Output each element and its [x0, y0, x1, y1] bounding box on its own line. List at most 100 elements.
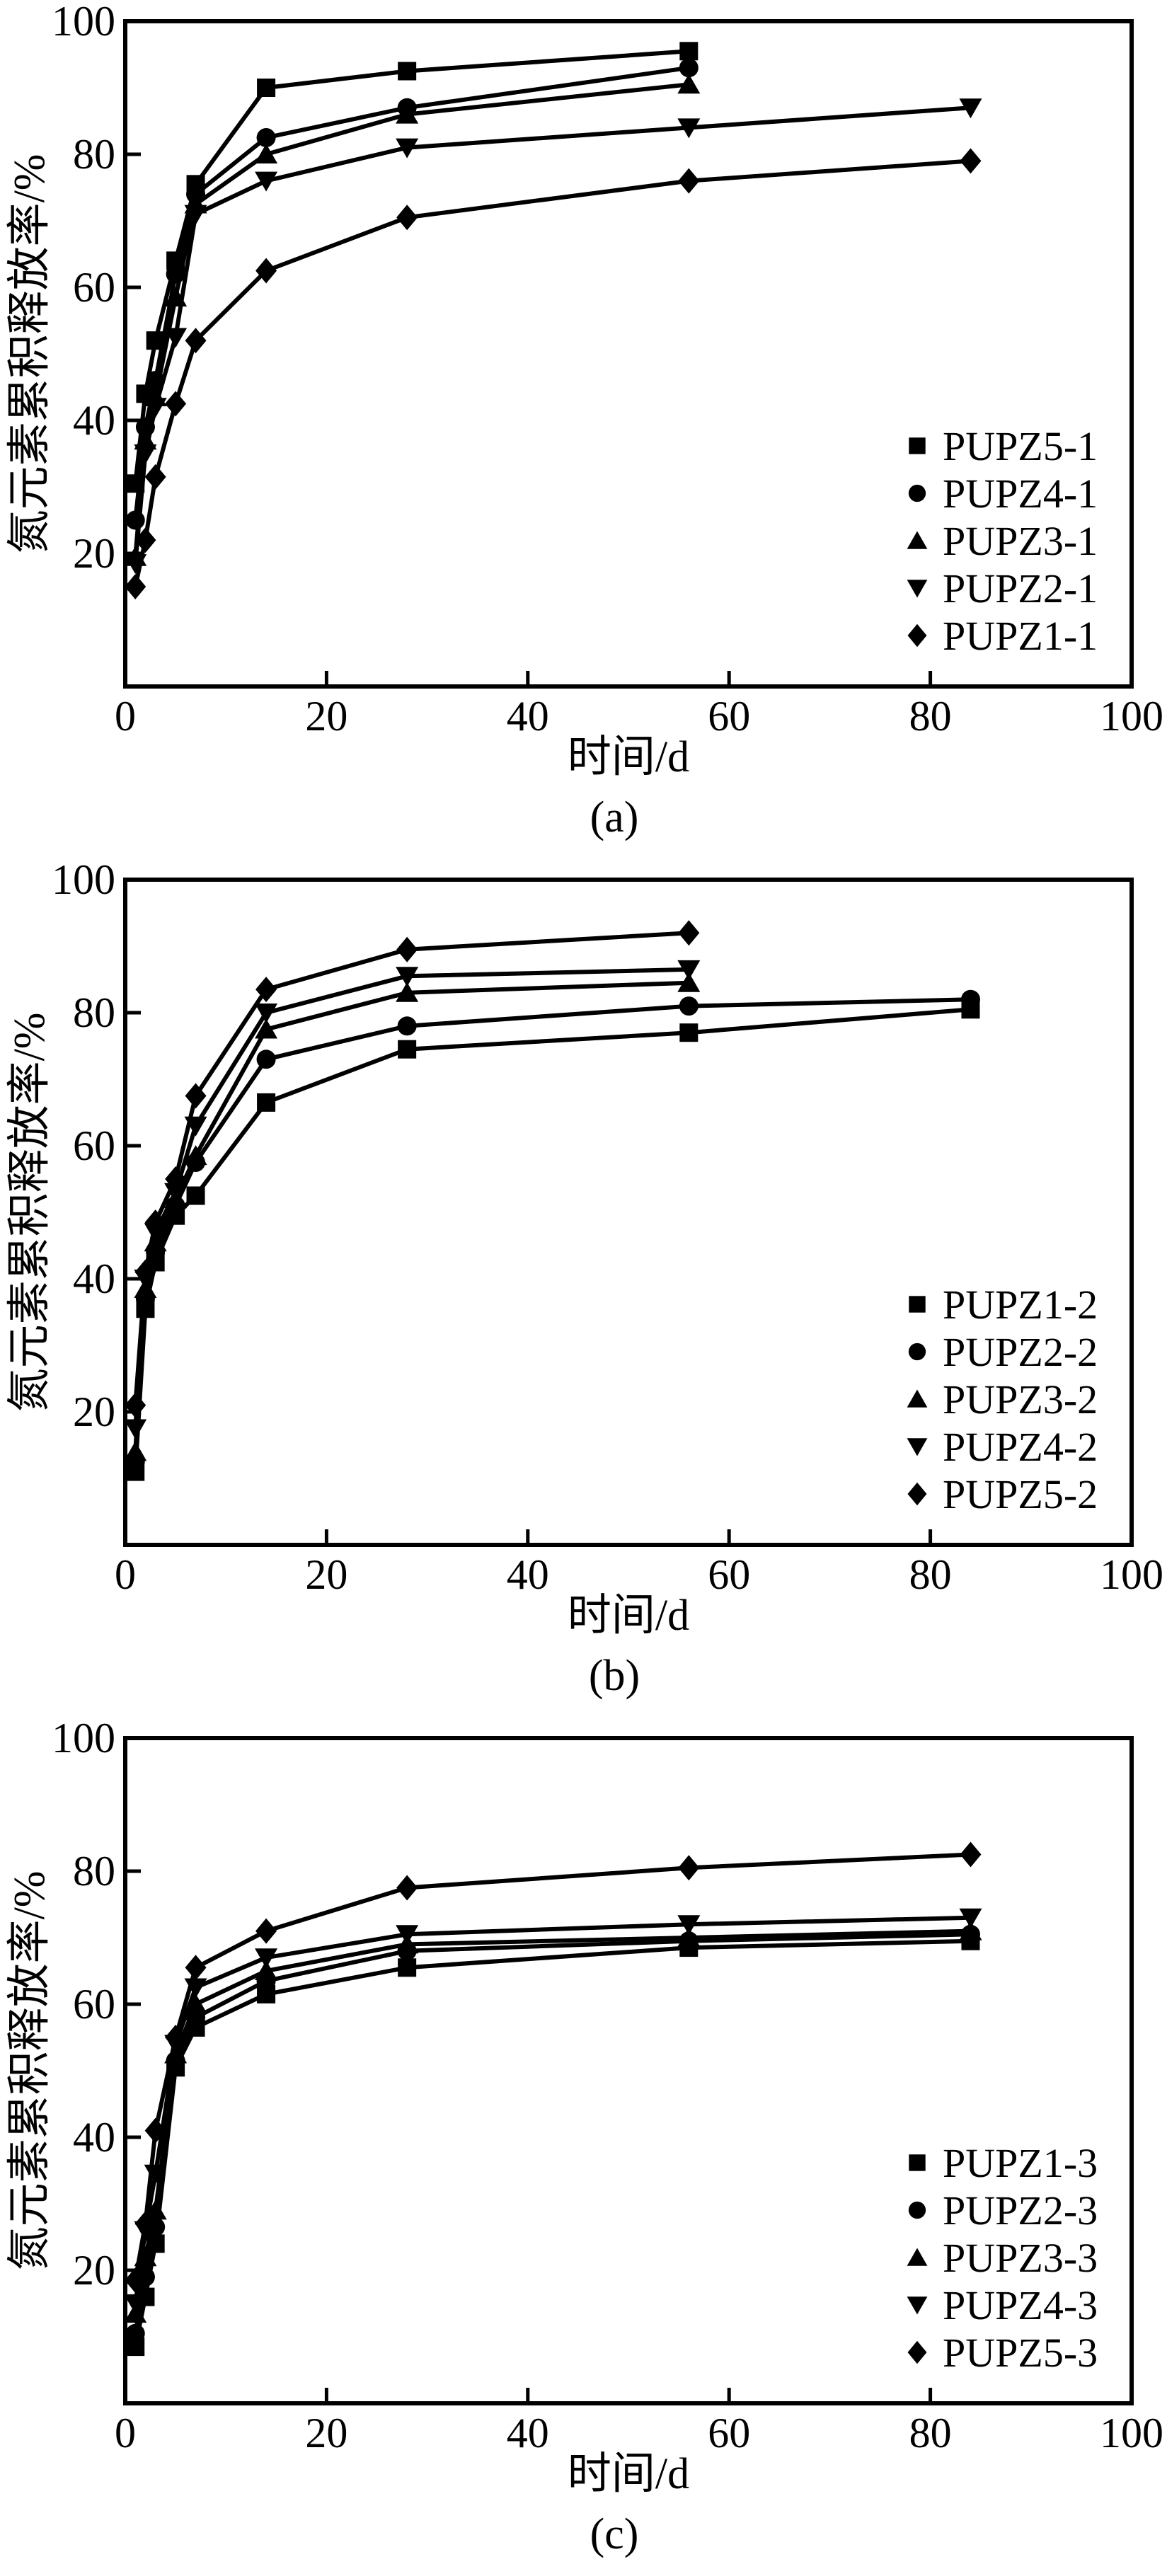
- legend-marker-diamond: [907, 2340, 927, 2364]
- y-tick-label: 80: [73, 131, 115, 178]
- x-tick-label: 80: [909, 693, 952, 740]
- x-tick-label: 0: [115, 693, 136, 740]
- series-marker-PUPZ5-2: [144, 1209, 166, 1236]
- panel-letter-b: (b): [589, 1652, 640, 1700]
- series-marker-PUPZ4-1: [256, 128, 276, 147]
- x-tick-label: 20: [305, 2410, 347, 2456]
- series-marker-PUPZ5-3: [144, 2117, 166, 2144]
- legend-marker-diamond: [907, 1482, 927, 1506]
- legend-marker-circle: [908, 1342, 926, 1361]
- series-line-PUPZ5-3: [133, 1852, 971, 2281]
- y-tick-label: 100: [52, 1717, 115, 1761]
- y-tick-label: 100: [52, 0, 115, 45]
- chart-c-canvas: 0 20 40 60 80 10020406080100PUPZ1-3PUPZ2-3PUP…: [6, 1717, 1163, 2558]
- chart-a-canvas: 0 20 40 60 80 10020406080100PUPZ5-1PUPZ4-1PUP…: [6, 0, 1163, 841]
- series-marker-PUPZ5-1: [679, 42, 699, 61]
- series-marker-PUPZ1-1: [396, 205, 418, 231]
- series-marker-PUPZ1-1: [255, 258, 277, 284]
- panel-letter-c: (c): [590, 2510, 639, 2558]
- series-marker-PUPZ5-3: [396, 1875, 418, 1901]
- series-marker-PUPZ2-1: [134, 444, 157, 464]
- series-line-PUPZ2-2: [133, 997, 971, 1462]
- legend-marker-circle: [908, 2201, 926, 2219]
- legend-label-PUPZ4-2: PUPZ4-2: [943, 1424, 1098, 1470]
- y-tick-label: 60: [73, 264, 115, 311]
- legend-label-PUPZ3-1: PUPZ3-1: [943, 518, 1098, 564]
- series-marker-PUPZ5-2: [678, 920, 700, 946]
- series-marker-PUPZ4-2: [124, 1419, 147, 1439]
- legend-label-PUPZ3-2: PUPZ3-2: [943, 1376, 1098, 1422]
- series-marker-PUPZ5-2: [396, 936, 418, 962]
- series-marker-PUPZ4-3: [124, 2294, 147, 2314]
- series-marker-PUPZ2-1: [164, 328, 188, 348]
- legend-label-PUPZ4-1: PUPZ4-1: [943, 471, 1098, 517]
- series-marker-PUPZ3-3: [677, 1927, 701, 1947]
- plot-frame: [123, 1736, 1134, 2405]
- legend-marker-square: [909, 437, 926, 454]
- x-tick-label: 80: [909, 2410, 952, 2456]
- y-axis-title: 氮元素累积释放率/%: [6, 1871, 54, 2271]
- y-tick-label: 20: [73, 2247, 115, 2294]
- series-marker-PUPZ5-1: [398, 62, 417, 81]
- legend-label-PUPZ2-1: PUPZ2-1: [943, 565, 1098, 611]
- series-marker-PUPZ1-1: [144, 464, 166, 490]
- series-marker-PUPZ5-2: [255, 977, 277, 1003]
- series-marker-PUPZ1-1: [125, 574, 146, 599]
- x-tick-label: 0: [115, 1551, 136, 1598]
- x-tick-label: 40: [507, 1551, 549, 1598]
- series-marker-PUPZ3-1: [396, 103, 419, 124]
- series-marker-PUPZ5-2: [125, 1392, 146, 1418]
- y-tick-label: 40: [73, 397, 115, 444]
- series-marker-PUPZ1-1: [165, 391, 187, 417]
- series-marker-PUPZ2-1: [184, 205, 207, 225]
- series-marker-PUPZ2-2: [960, 989, 980, 1009]
- panel-letter-a: (a): [590, 793, 639, 841]
- y-tick-label: 60: [73, 1122, 115, 1169]
- x-tick-label: 20: [305, 1551, 347, 1598]
- chart-panel-c: 0 20 40 60 80 100 20 40 60 80 100 PUPZ1-3 PUPZ2-3 PUP…: [0, 1717, 1167, 2575]
- series-marker-PUPZ5-2: [165, 1166, 187, 1192]
- legend-marker-triangle-up: [907, 1389, 928, 1408]
- legend-marker-triangle-down: [907, 2296, 928, 2315]
- y-tick-label: 40: [73, 2114, 115, 2161]
- series-marker-PUPZ3-3: [255, 1960, 278, 1980]
- series-marker-PUPZ5-3: [165, 2025, 187, 2050]
- x-tick-label: 100: [1100, 693, 1163, 740]
- series-marker-PUPZ5-3: [255, 1918, 277, 1944]
- series-marker-PUPZ4-1: [679, 58, 699, 78]
- series-marker-PUPZ5-3: [134, 2211, 156, 2237]
- legend-label-PUPZ5-3: PUPZ5-3: [943, 2330, 1098, 2376]
- series-marker-PUPZ1-2: [186, 1186, 205, 1205]
- legend-marker-triangle-up: [907, 2248, 928, 2266]
- series-marker-PUPZ3-2: [124, 1441, 147, 1461]
- series-marker-PUPZ3-2: [396, 982, 419, 1002]
- x-tick-label: 80: [909, 1551, 952, 1598]
- legend-marker-circle: [908, 484, 926, 502]
- x-axis-title: 时间/d: [568, 2450, 689, 2498]
- series-marker-PUPZ3-1: [255, 144, 278, 163]
- legend-marker-triangle-up: [907, 531, 928, 549]
- legend-label-PUPZ1-3: PUPZ1-3: [943, 2140, 1098, 2186]
- x-tick-label: 0: [115, 2410, 136, 2456]
- series-marker-PUPZ2-1: [396, 138, 419, 159]
- legend-label-PUPZ4-3: PUPZ4-3: [943, 2282, 1098, 2328]
- x-axis-title: 时间/d: [568, 1592, 689, 1640]
- y-axis-title: 氮元素累积释放率/%: [6, 154, 54, 554]
- y-tick-label: 20: [73, 530, 115, 577]
- x-tick-label: 60: [708, 2410, 750, 2456]
- series-marker-PUPZ5-3: [125, 2267, 146, 2294]
- series-marker-PUPZ1-2: [679, 1023, 699, 1042]
- series-marker-PUPZ3-1: [677, 74, 701, 94]
- series-marker-PUPZ4-2: [396, 967, 419, 987]
- series-marker-PUPZ5-3: [960, 1841, 982, 1868]
- legend-label-PUPZ5-1: PUPZ5-1: [943, 423, 1098, 469]
- y-tick-label: 40: [73, 1255, 115, 1302]
- x-tick-label: 60: [708, 693, 750, 740]
- series-marker-PUPZ3-3: [959, 1920, 982, 1940]
- series-marker-PUPZ4-3: [959, 1908, 982, 1928]
- legend-label-PUPZ2-3: PUPZ2-3: [943, 2187, 1098, 2233]
- legend-label-PUPZ3-3: PUPZ3-3: [943, 2235, 1098, 2281]
